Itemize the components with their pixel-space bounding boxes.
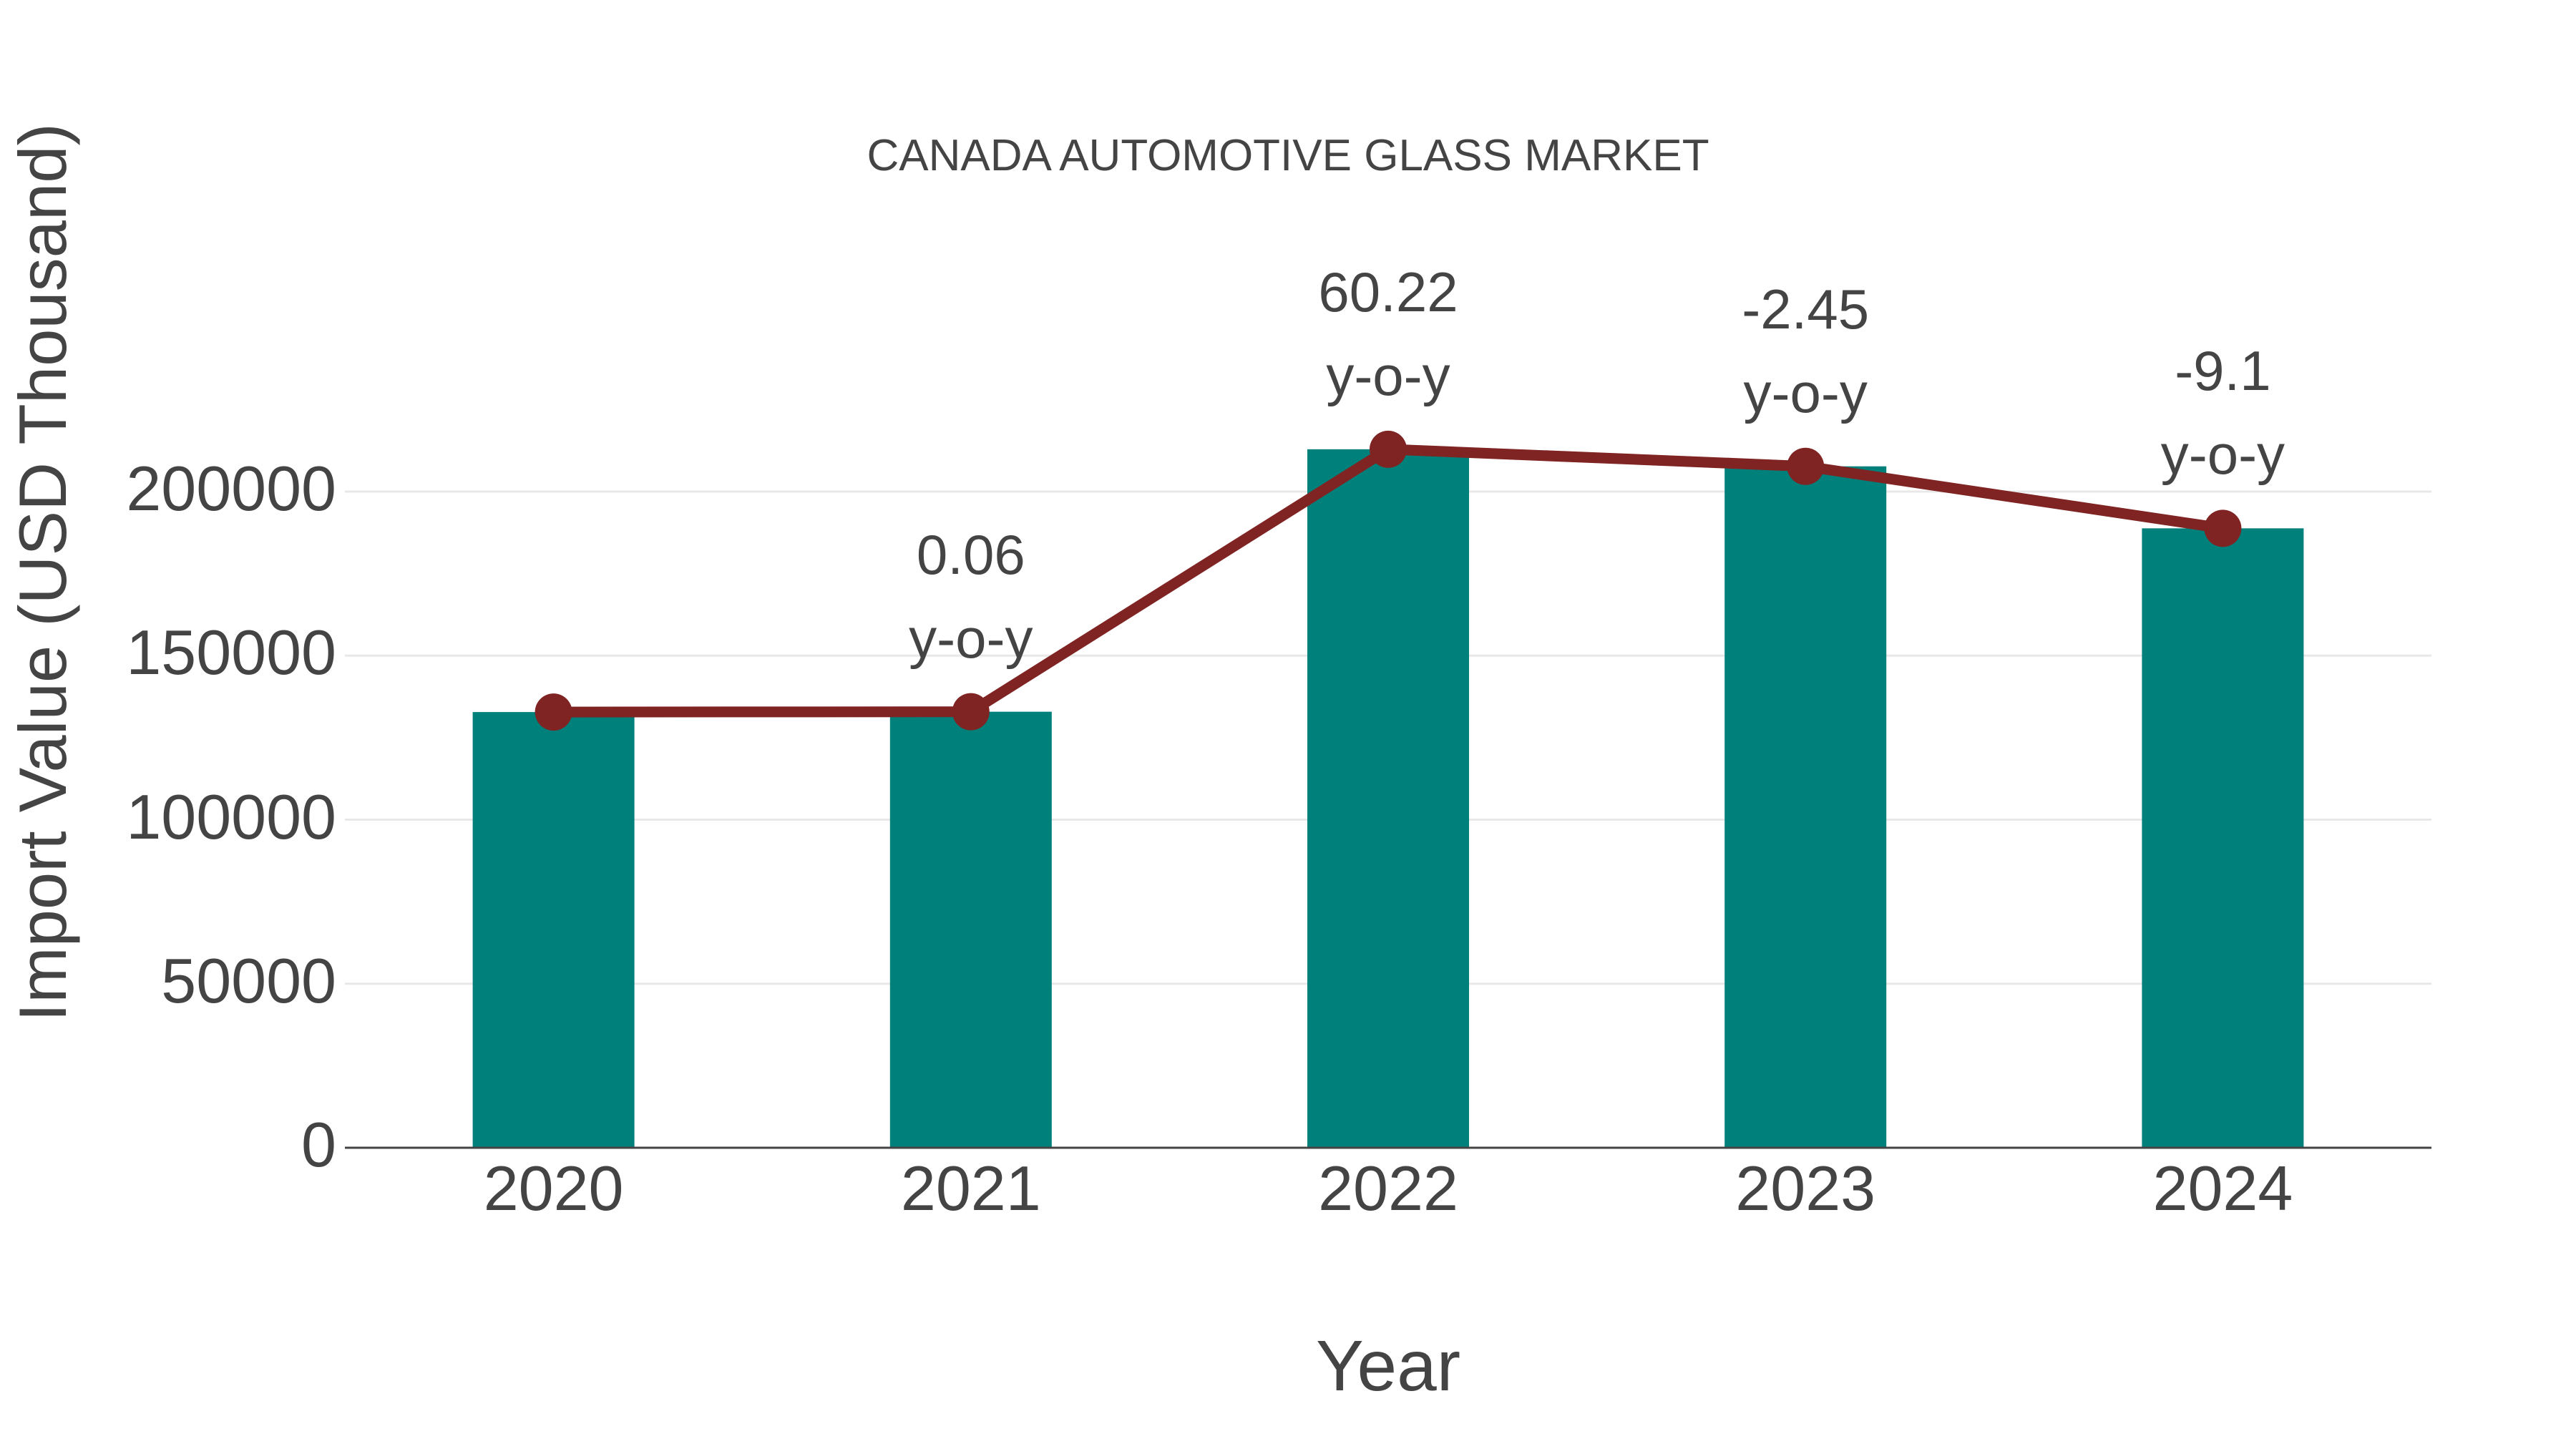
x-axis-title: Year <box>1315 1326 1461 1406</box>
annotation-line: -2.45 <box>1742 277 1870 341</box>
annotation-2023: -2.45 y-o-y <box>1742 268 1869 435</box>
ytick-label-150000: 150000 <box>126 617 336 688</box>
annotation-line: 60.22 <box>1318 260 1458 323</box>
annotation-2021: 0.06 y-o-y <box>909 513 1033 680</box>
trend-marker-2021 <box>952 693 990 731</box>
bar-2022 <box>1307 449 1469 1148</box>
xtick-label-2020: 2020 <box>483 1153 624 1224</box>
annotation-2022: 60.22 y-o-y <box>1318 250 1458 418</box>
ytick-label-50000: 50000 <box>161 945 336 1016</box>
ytick-label-100000: 100000 <box>126 781 336 852</box>
ytick-label-0: 0 <box>301 1109 336 1180</box>
annotation-line: 0.06 <box>916 522 1025 586</box>
annotation-line: y-o-y <box>1326 343 1450 407</box>
annotation-line: y-o-y <box>1743 361 1868 424</box>
trend-marker-2022 <box>1370 430 1407 468</box>
trend-marker-2023 <box>1787 447 1825 485</box>
bar-2021 <box>889 711 1052 1148</box>
trend-marker-2024 <box>2204 509 2242 547</box>
annotation-2024: -9.1 y-o-y <box>2161 329 2285 497</box>
chart-title: CANADA AUTOMOTIVE GLASS MARKET <box>867 131 1709 180</box>
ytick-label-200000: 200000 <box>126 453 336 524</box>
annotation-line: y-o-y <box>2160 423 2285 487</box>
bar-2024 <box>2142 528 2304 1148</box>
bar-2023 <box>1724 466 1887 1148</box>
xtick-label-2023: 2023 <box>1735 1153 1876 1224</box>
trend-marker-2020 <box>535 693 572 731</box>
bar-2020 <box>472 712 635 1148</box>
annotation-line: -9.1 <box>2175 339 2271 403</box>
xtick-label-2024: 2024 <box>2152 1153 2293 1224</box>
annotation-line: y-o-y <box>909 606 1033 670</box>
xtick-label-2021: 2021 <box>900 1153 1041 1224</box>
xtick-label-2022: 2022 <box>1318 1153 1458 1224</box>
